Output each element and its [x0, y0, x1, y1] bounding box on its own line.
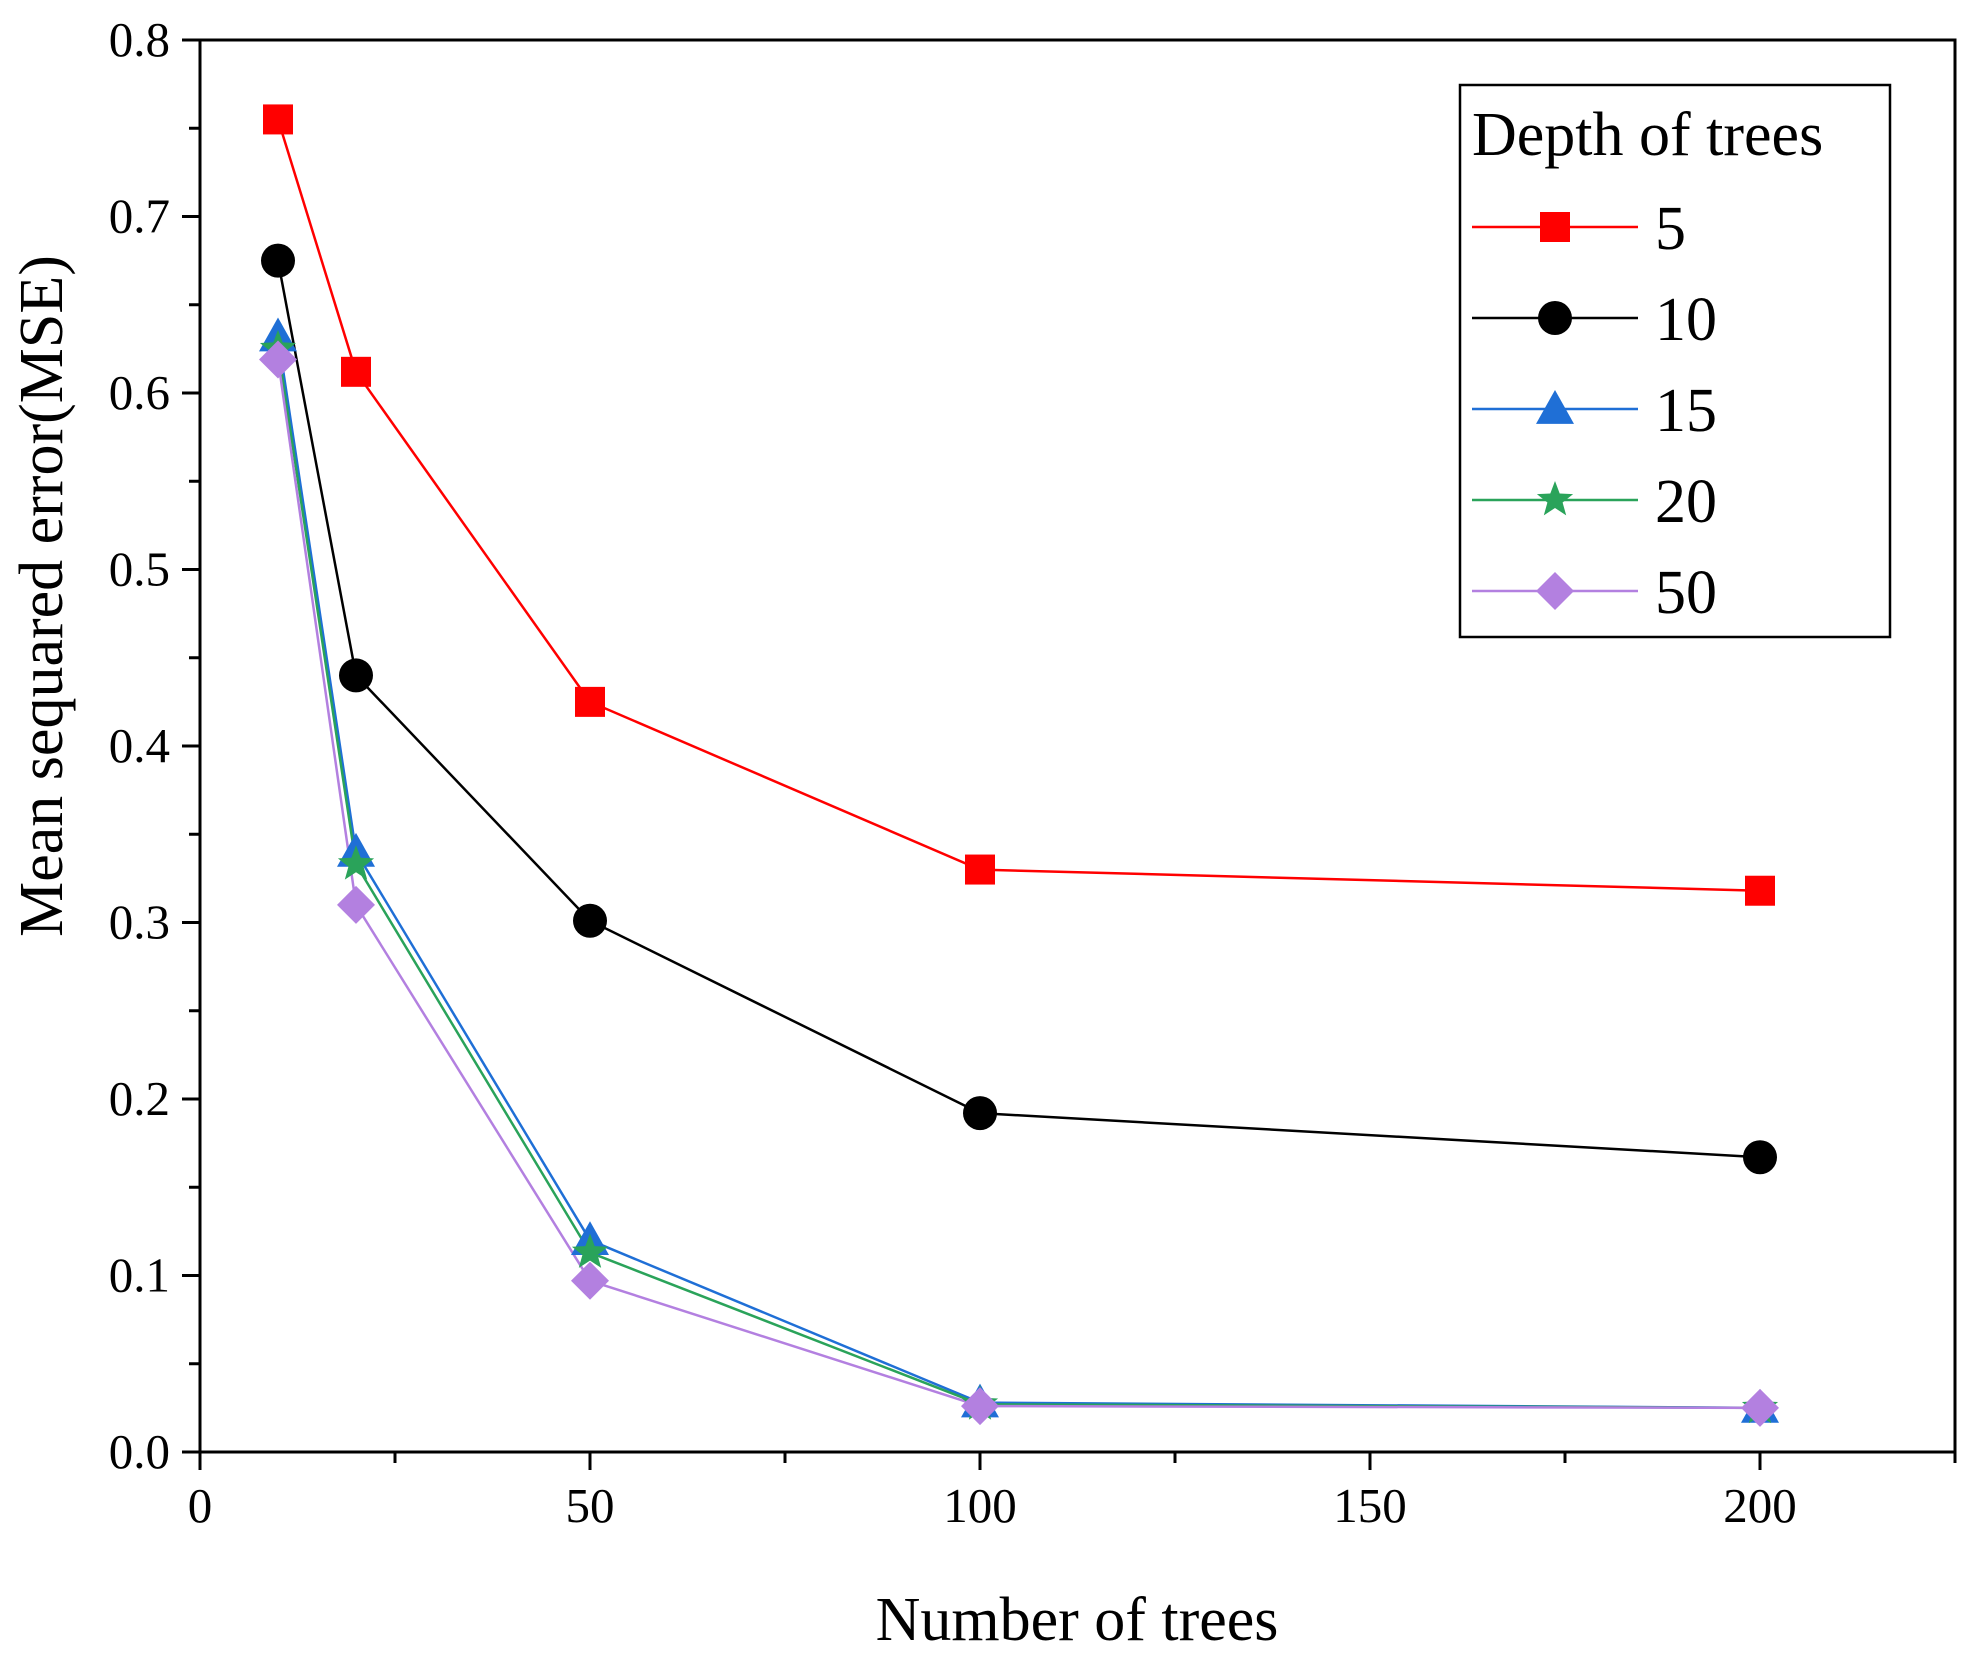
x-tick-label: 0 — [188, 1478, 213, 1533]
circle-marker — [963, 1096, 997, 1131]
diamond-marker — [571, 1261, 609, 1300]
square-marker — [965, 854, 995, 885]
y-tick-label: 0.7 — [109, 189, 170, 244]
square-marker — [1540, 212, 1570, 242]
legend-item-5: 5 — [1472, 195, 1686, 263]
circle-marker — [1743, 1140, 1777, 1175]
square-marker — [575, 686, 605, 717]
diamond-marker — [337, 885, 375, 924]
square-marker — [1745, 875, 1775, 906]
x-tick-label: 100 — [943, 1478, 1017, 1533]
legend-title: Depth of trees — [1472, 101, 1823, 169]
x-tick-label: 150 — [1333, 1478, 1407, 1533]
y-tick-label: 0.6 — [109, 365, 170, 420]
legend-box — [1458, 83, 1892, 639]
y-tick-label: 0.2 — [109, 1071, 170, 1126]
y-tick-label: 0.4 — [109, 718, 170, 773]
triangle-marker — [1536, 390, 1574, 424]
diamond-marker — [961, 1387, 999, 1426]
series-markers-50 — [259, 340, 1779, 1427]
y-tick-label: 0.1 — [109, 1248, 170, 1303]
y-axis-title: Mean sequared error(MSE) — [8, 255, 76, 937]
x-tick-label: 50 — [566, 1478, 615, 1533]
legend: Depth of trees 5 10 15 20 50 — [1458, 83, 1892, 639]
legend-item-20: 20 — [1472, 468, 1717, 536]
legend-item-15: 15 — [1472, 377, 1717, 445]
legend-label: 10 — [1655, 286, 1717, 354]
legend-label: 5 — [1655, 195, 1686, 263]
star-marker — [1536, 481, 1574, 516]
series-markers-5 — [263, 104, 1775, 906]
plot-layer: 0 50 100 150 200 0.0 0.1 0.2 0.3 0.4 0.5 0.6 0.7 0.8 D… — [109, 12, 1957, 1533]
y-tick-label: 0.5 — [109, 542, 170, 597]
x-tick-label: 200 — [1723, 1478, 1797, 1533]
legend-label: 20 — [1655, 468, 1717, 536]
series-markers-10 — [261, 243, 1777, 1175]
circle-marker — [261, 243, 295, 278]
star-marker — [337, 845, 375, 880]
diamond-marker — [259, 340, 297, 379]
circle-marker — [339, 658, 373, 693]
square-marker — [263, 104, 293, 135]
diamond-marker — [1741, 1388, 1779, 1427]
legend-item-50: 50 — [1472, 559, 1717, 627]
x-axis-title: Number of trees — [876, 1586, 1279, 1654]
y-tick-label: 0.0 — [109, 1424, 170, 1479]
legend-label: 50 — [1655, 559, 1717, 627]
square-marker — [341, 356, 371, 387]
legend-item-10: 10 — [1472, 286, 1717, 354]
legend-label: 15 — [1655, 377, 1717, 445]
circle-marker — [573, 903, 607, 938]
star-marker — [571, 1233, 609, 1268]
diamond-marker — [1536, 572, 1574, 610]
y-tick-label: 0.8 — [109, 12, 170, 67]
y-tick-label: 0.3 — [109, 895, 170, 950]
circle-marker — [1538, 301, 1572, 335]
